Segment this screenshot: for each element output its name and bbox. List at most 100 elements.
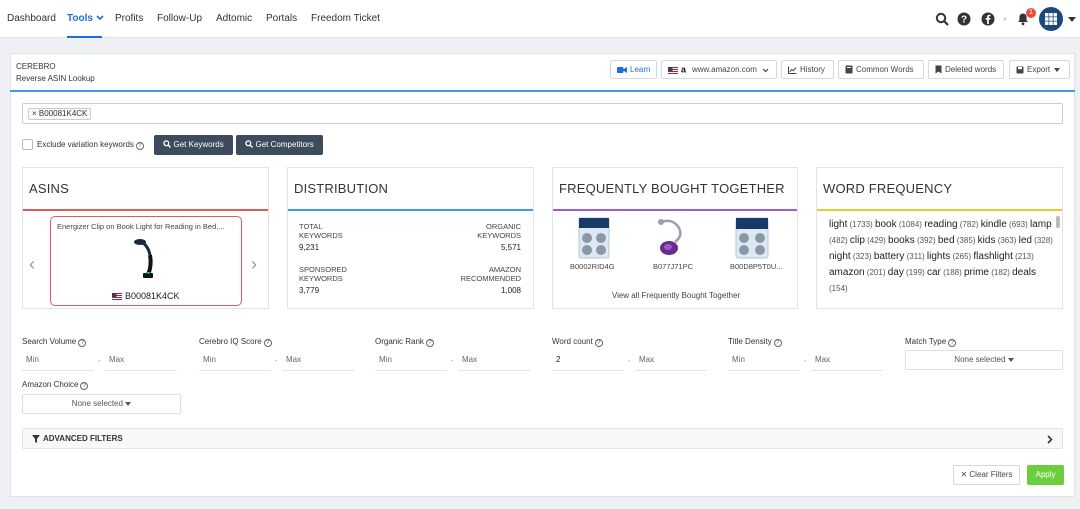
word-text: books [888, 235, 915, 246]
nav-follow-up[interactable]: Follow-Up [157, 13, 203, 24]
help-icon[interactable]: ? [948, 339, 957, 347]
search-icon[interactable] [935, 12, 949, 26]
nav-freedom-ticket[interactable]: Freedom Ticket [311, 13, 380, 24]
word-count-min[interactable]: 2 [552, 351, 624, 371]
facebook-icon[interactable] [981, 12, 995, 26]
asins-panel: ASINS ‹ Energizer Clip on Book Light for… [22, 167, 269, 309]
advanced-filters-toggle[interactable]: ADVANCED FILTERS [22, 428, 1063, 449]
help-icon[interactable]: ? [594, 339, 603, 347]
fbt-item-1[interactable]: B0002RID4G [570, 262, 615, 271]
match-type-text: Match Type [905, 337, 947, 346]
remove-tag-icon[interactable]: × [32, 109, 39, 118]
word-frequency-accent-line [817, 209, 1062, 211]
asin-input[interactable]: × B00081K4CK [22, 103, 1063, 124]
clear-filters-button[interactable]: ✕ Clear Filters [953, 465, 1020, 485]
battery-pack-large-image[interactable] [733, 216, 771, 260]
word-frequency-item[interactable]: flashlight (213) [973, 251, 1033, 262]
asin-tag[interactable]: × B00081K4CK [28, 108, 92, 120]
help-icon[interactable]: ? [78, 339, 87, 347]
word-count: (363) [995, 236, 1019, 245]
word-frequency-item[interactable]: light (1733) [829, 219, 875, 230]
help-icon[interactable]: ? [80, 382, 89, 390]
chevron-down-icon [96, 15, 104, 21]
organic-rank-max[interactable]: Max [458, 351, 530, 371]
apply-button[interactable]: Apply [1027, 465, 1064, 485]
word-frequency-item[interactable]: reading (782) [924, 219, 980, 230]
caret-down-icon[interactable] [1068, 17, 1076, 22]
word-frequency-scrollbar[interactable] [1056, 216, 1060, 228]
view-all-fbt-link[interactable]: View all Frequently Bought Together [611, 291, 741, 300]
exclude-variation-label: Exclude variation keywords? [37, 140, 144, 150]
organic-rank-min[interactable]: Min [375, 351, 447, 371]
help-icon[interactable]: ? [957, 12, 971, 26]
cerebro-iq-min[interactable]: Min [199, 351, 271, 371]
title-density-min[interactable]: Min [728, 351, 800, 371]
purple-book-light-image[interactable] [651, 216, 689, 260]
common-words-button[interactable]: Common Words [838, 60, 924, 79]
nav-portals[interactable]: Portals [266, 13, 298, 24]
asin-tag-label: B00081K4CK [38, 109, 88, 118]
word-text: light [829, 219, 848, 230]
history-button[interactable]: History [781, 60, 834, 79]
search-volume-max[interactable]: Max [105, 351, 177, 371]
title-density-max[interactable]: Max [811, 351, 883, 371]
word-frequency-item[interactable]: kindle (693) [981, 219, 1030, 230]
help-icon[interactable]: ? [135, 142, 144, 150]
fbt-item-2[interactable]: B077J71PC [653, 262, 694, 271]
get-keywords-button[interactable]: Get Keywords [154, 135, 233, 155]
help-icon[interactable]: ? [425, 339, 434, 347]
word-frequency-item[interactable]: lights (265) [927, 251, 973, 262]
search-icon [163, 140, 172, 148]
export-button[interactable]: Export [1009, 60, 1070, 79]
clear-filters-label: Clear Filters [969, 470, 1013, 479]
nav-profits[interactable]: Profits [115, 13, 144, 24]
deleted-words-button[interactable]: Deleted words [928, 60, 1004, 79]
amazon-choice-select[interactable]: None selected [22, 394, 181, 414]
word-frequency-item[interactable]: amazon (201) [829, 267, 888, 278]
word-text: kids [977, 235, 996, 246]
word-count: (429) [864, 236, 889, 245]
help-icon[interactable]: ? [263, 339, 272, 347]
word-frequency-item[interactable]: deals (154) [829, 267, 1036, 294]
organic-rank-text: Organic Rank [375, 337, 424, 346]
nav-adtomic[interactable]: Adtomic [216, 13, 253, 24]
nav-dashboard[interactable]: Dashboard [7, 13, 56, 24]
word-frequency-item[interactable]: night (323) [829, 251, 874, 262]
chevron-left-icon[interactable]: ‹ [29, 254, 35, 274]
chevron-right-icon[interactable]: › [251, 254, 257, 274]
word-frequency-item[interactable]: day (199) [888, 267, 927, 278]
get-competitors-button[interactable]: Get Competitors [236, 135, 323, 155]
word-count: (201) [864, 268, 888, 277]
avatar[interactable] [1039, 7, 1063, 31]
cerebro-iq-max[interactable]: Max [282, 351, 354, 371]
organic-keywords-value: 5,571 [500, 243, 521, 252]
learn-button[interactable]: Learn [610, 60, 657, 79]
video-camera-icon [617, 67, 627, 73]
nav-tools[interactable]: Tools [67, 13, 104, 24]
word-text: day [887, 267, 904, 278]
help-icon[interactable]: ? [773, 339, 782, 347]
page-subtitle: Reverse ASIN Lookup [16, 74, 95, 83]
cerebro-iq-label: Cerebro IQ Score? [199, 337, 272, 347]
marketplace-select[interactable]: a www.amazon.com [661, 60, 777, 79]
separator-dot-icon [1003, 17, 1007, 21]
word-frequency-item[interactable]: book (1084) [875, 219, 924, 230]
fbt-item-3[interactable]: B00D8P5T0U... [730, 262, 783, 271]
word-frequency-item[interactable]: car (188) [927, 267, 964, 278]
bell-icon[interactable] [1016, 12, 1030, 26]
battery-pack-image[interactable] [575, 216, 613, 260]
exclude-variation-checkbox[interactable] [22, 139, 33, 150]
word-frequency-item[interactable]: prime (182) [964, 267, 1012, 278]
search-volume-min[interactable]: Min [22, 351, 94, 371]
word-frequency-item[interactable]: clip (429) [850, 235, 888, 246]
word-frequency-item[interactable]: battery (311) [874, 251, 927, 262]
word-frequency-item[interactable]: lamp (482) [829, 219, 1052, 246]
word-count-max[interactable]: Max [635, 351, 707, 371]
word-frequency-item[interactable]: led (328) [1019, 235, 1053, 246]
word-frequency-item[interactable]: books (392) [888, 235, 938, 246]
match-type-select[interactable]: None selected [905, 350, 1063, 370]
word-count: (782) [957, 220, 981, 229]
word-frequency-item[interactable]: kids (363) [978, 235, 1019, 246]
asin-product-card[interactable]: Energizer Clip on Book Light for Reading… [50, 216, 242, 306]
word-frequency-item[interactable]: bed (385) [938, 235, 978, 246]
